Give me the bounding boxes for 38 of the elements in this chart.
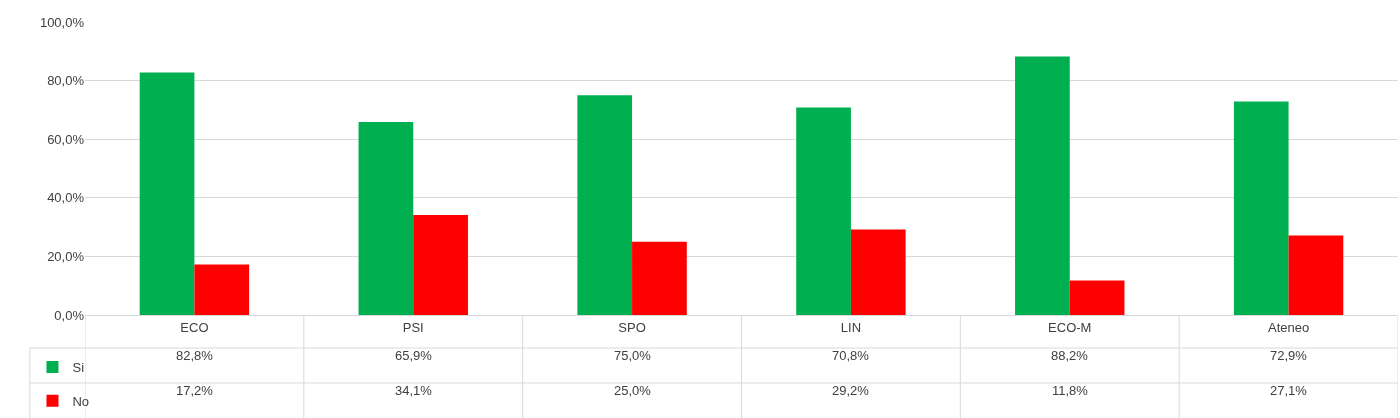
x-tick-label: ECO [180, 319, 209, 335]
bar [413, 215, 468, 315]
data-label: 72,9% [1270, 348, 1308, 363]
data-label: 17,2% [176, 383, 214, 398]
y-tick-label: 20,0% [47, 248, 85, 264]
data-label: 25,0% [614, 383, 652, 398]
data-label: 34,1% [395, 383, 433, 398]
legend-label: Si [72, 360, 85, 376]
y-tick-label: 100,0% [39, 14, 85, 30]
data-label: 11,8% [1052, 383, 1089, 398]
bar [632, 241, 687, 315]
data-label: 65,9% [395, 348, 433, 363]
bar [1069, 280, 1125, 315]
bar [1015, 56, 1070, 315]
data-label: 27,1% [1270, 383, 1308, 398]
data-label: 82,8% [176, 348, 214, 363]
data-label: 88,2% [1051, 348, 1089, 363]
legend-label: No [72, 393, 90, 409]
x-tick-label: LIN [840, 319, 862, 335]
x-tick-label: Ateneo [1267, 319, 1310, 335]
bar [850, 229, 906, 315]
bar [139, 72, 195, 315]
bar [1288, 235, 1344, 315]
y-tick-label: 80,0% [47, 73, 85, 89]
y-tick-label: 0,0% [54, 307, 85, 323]
bar [796, 107, 851, 315]
y-tick-label: 60,0% [47, 131, 85, 147]
data-label: 29,2% [832, 383, 870, 398]
x-tick-label: PSI [402, 319, 424, 335]
data-label: 75,0% [614, 348, 652, 363]
bar [194, 264, 250, 315]
bar [1233, 101, 1289, 315]
x-tick-label: SPO [618, 319, 646, 335]
x-tick-label: ECO-M [1048, 319, 1092, 335]
bar [358, 121, 414, 315]
bar [577, 95, 633, 315]
data-label: 70,8% [832, 348, 870, 363]
y-tick-label: 40,0% [47, 190, 85, 206]
